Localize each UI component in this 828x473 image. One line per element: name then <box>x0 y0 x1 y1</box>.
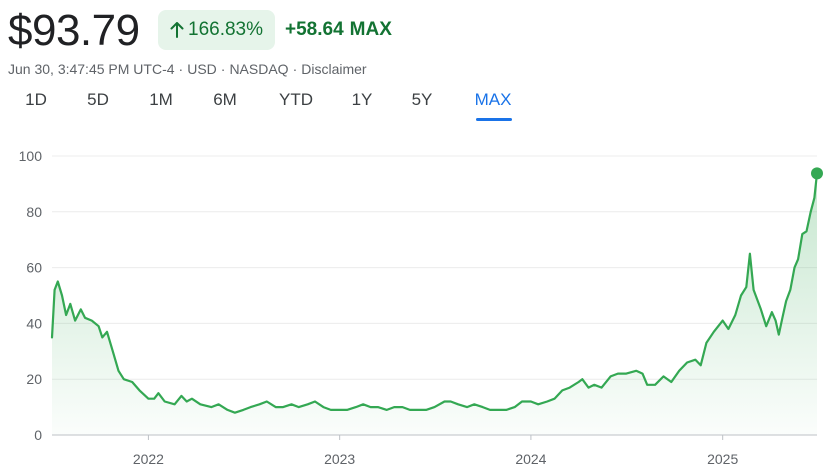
chart-gridlines <box>52 155 817 380</box>
quote-timestamp: Jun 30, 3:47:45 PM UTC-4 <box>8 61 175 77</box>
tab-ytd[interactable]: YTD <box>279 90 313 109</box>
tab-1y[interactable]: 1Y <box>351 90 373 109</box>
disclaimer-link[interactable]: Disclaimer <box>301 61 367 77</box>
separator: · <box>292 61 298 77</box>
y-tick-label: 0 <box>34 427 42 443</box>
tab-5d[interactable]: 5D <box>87 90 109 109</box>
x-axis-labels: 2022 2023 2024 2025 <box>133 435 738 467</box>
tab-max[interactable]: MAX <box>474 90 512 109</box>
y-tick-label: 80 <box>26 204 42 220</box>
y-tick-label: 40 <box>26 315 42 331</box>
tab-5y[interactable]: 5Y <box>411 90 433 109</box>
quote-currency: USD <box>187 61 217 77</box>
tab-6m[interactable]: 6M <box>213 90 237 109</box>
range-tabs: 1D 5D 1M 6M YTD 1Y 5Y MAX <box>0 90 828 122</box>
quote-meta: Jun 30, 3:47:45 PM UTC-4 · USD · NASDAQ · Disc… <box>8 61 367 77</box>
arrow-up-icon <box>170 22 184 38</box>
y-tick-label: 20 <box>26 371 42 387</box>
x-tick-label: 2022 <box>133 451 164 467</box>
latest-price-marker[interactable] <box>811 167 823 180</box>
x-tick-label: 2023 <box>324 451 355 467</box>
tab-1d[interactable]: 1D <box>25 90 47 109</box>
price-area-fill <box>52 173 817 436</box>
price-line[interactable] <box>50 172 819 414</box>
percent-change-value: 166.83% <box>188 19 264 40</box>
y-axis-labels: 0 20 40 60 80 100 <box>19 148 43 443</box>
price-chart[interactable]: 0 20 40 60 80 100 2022 2023 2024 2025 <box>0 140 828 473</box>
separator: · <box>178 61 184 77</box>
percent-change-badge: 166.83% <box>158 10 276 50</box>
absolute-change-value: +58.64 <box>285 19 344 40</box>
quote-exchange: NASDAQ <box>229 61 289 77</box>
y-tick-label: 100 <box>19 148 43 164</box>
active-tab-indicator <box>476 118 512 121</box>
separator: · <box>220 61 226 77</box>
x-tick-label: 2025 <box>707 451 738 467</box>
current-price: $93.79 <box>8 6 140 55</box>
y-tick-label: 60 <box>26 260 42 276</box>
tab-1m[interactable]: 1M <box>149 90 173 109</box>
change-range-label: MAX <box>349 19 392 40</box>
x-tick-label: 2024 <box>515 451 546 467</box>
quote-header: $93.79 166.83% +58.64 MAX <box>8 6 820 56</box>
absolute-change: +58.64 MAX <box>285 10 392 50</box>
